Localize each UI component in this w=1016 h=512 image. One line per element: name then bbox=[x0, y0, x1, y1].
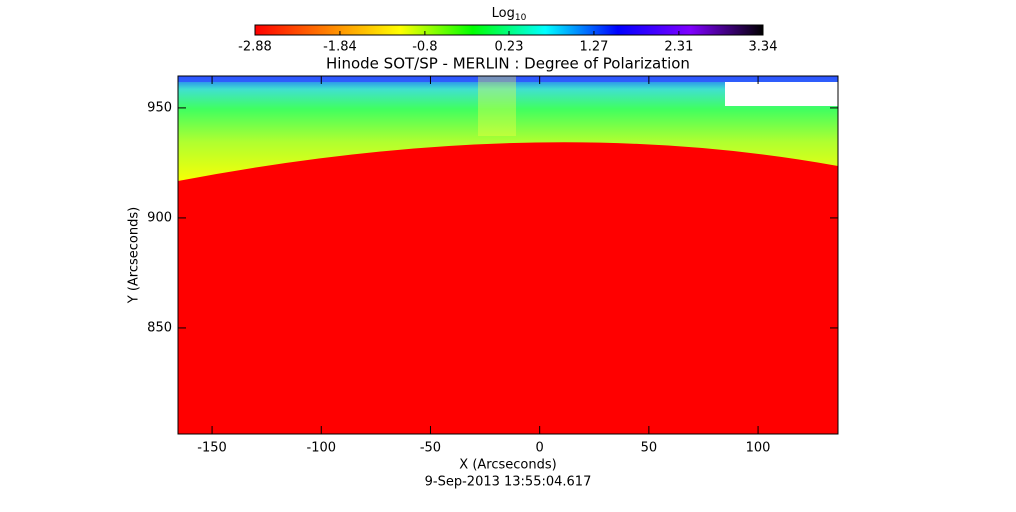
y-tick-label: 950 bbox=[147, 100, 172, 115]
y-axis-label: Y (Arcseconds) bbox=[127, 207, 142, 304]
chart-title: Hinode SOT/SP - MERLIN : Degree of Polar… bbox=[326, 55, 690, 73]
x-axis-label: X (Arcseconds) bbox=[459, 458, 556, 473]
x-tick-label: -50 bbox=[420, 441, 441, 456]
colorbar-tick-label: 3.34 bbox=[749, 40, 778, 55]
y-tick-label: 850 bbox=[147, 320, 172, 335]
colorbar-tick-label: 0.23 bbox=[495, 40, 524, 55]
colorbar-tick-label: 1.27 bbox=[579, 40, 608, 55]
solar-image bbox=[178, 76, 838, 434]
x-tick-label: -100 bbox=[307, 441, 337, 456]
x-tick-label: -150 bbox=[197, 441, 227, 456]
footer: 9-Sep-2013 13:55:04.617 bbox=[425, 475, 592, 490]
colorbar-tick-label: -2.88 bbox=[238, 40, 272, 55]
colorbar-tick-label: 2.31 bbox=[664, 40, 693, 55]
colorbar-tick-label: -0.8 bbox=[412, 40, 437, 55]
colorbar-label-subscript: 10 bbox=[515, 13, 527, 23]
colorbar-label-text: Log bbox=[492, 6, 515, 21]
x-tick-label: 100 bbox=[746, 441, 771, 456]
x-tick-label: 50 bbox=[641, 441, 658, 456]
plot-frame bbox=[177, 75, 839, 435]
colorbar-label: Log10 bbox=[492, 6, 527, 23]
y-tick-label: 900 bbox=[147, 210, 172, 225]
colorbar-tick-label: -1.84 bbox=[323, 40, 357, 55]
x-tick-label: 0 bbox=[536, 441, 544, 456]
